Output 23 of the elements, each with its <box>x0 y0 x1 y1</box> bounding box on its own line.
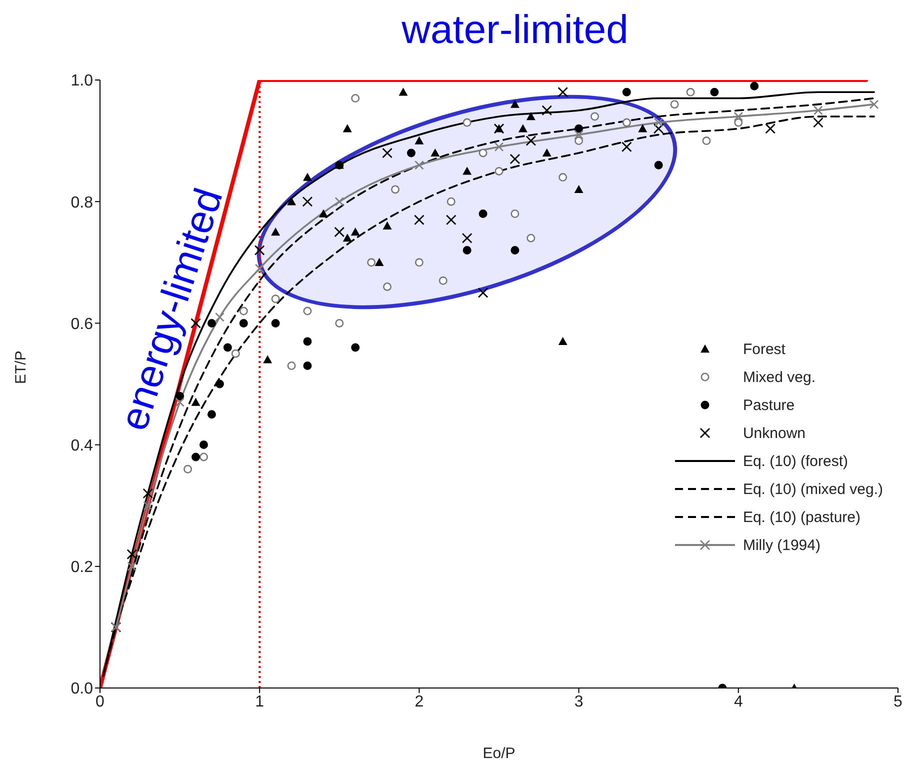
x-tick-label: 4 <box>734 693 743 710</box>
legend-label: Eq. (10) (forest) <box>742 452 848 470</box>
x-axis-title: Eo/P <box>482 745 516 762</box>
legend-label: Eq. (10) (mixed veg.) <box>742 480 883 498</box>
legend-label: Forest <box>742 340 786 358</box>
text: water-limited <box>400 8 630 53</box>
legend-label: Milly (1994) <box>742 536 820 554</box>
x-tick-label: 1 <box>255 693 264 710</box>
y-tick-label: 1.0 <box>70 72 94 90</box>
legend-label: Eq. (10) (pasture) <box>742 508 860 526</box>
legend-label: Mixed veg. <box>742 368 816 386</box>
y-axis-title: ET/P <box>12 350 30 384</box>
y-tick-label: 0.0 <box>70 680 94 698</box>
x-tick-label: 2 <box>414 693 424 710</box>
legend-label: Pasture <box>742 396 795 414</box>
legend-label: Unknown <box>742 424 806 442</box>
y-tick-label: 0.6 <box>70 316 94 333</box>
y-tick-label: 0.2 <box>70 559 94 576</box>
x-tick-label: 3 <box>574 693 584 710</box>
y-tick-label: 0.8 <box>70 194 94 212</box>
x-tick-label: 5 <box>894 693 903 710</box>
x-tick-label: 0 <box>96 693 105 710</box>
y-tick-label: 0.4 <box>70 437 94 454</box>
